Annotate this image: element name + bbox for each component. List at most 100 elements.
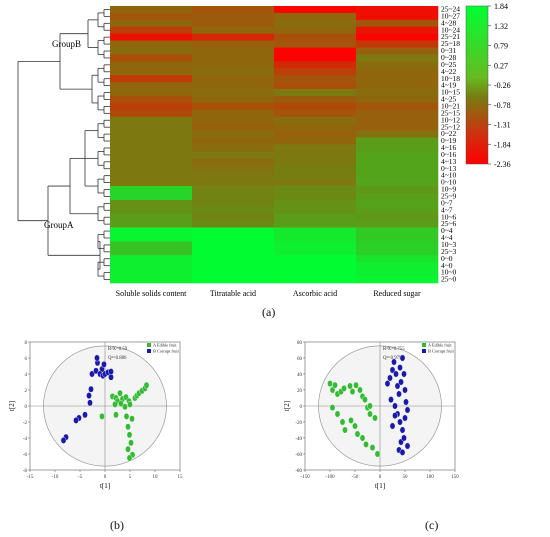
colorbar-gradient — [465, 5, 489, 165]
plot-c-x-tick-label: 100 — [426, 475, 434, 480]
heatmap-cell — [110, 234, 193, 242]
heatmap-cell — [274, 192, 357, 201]
heatmap-cell — [356, 186, 439, 194]
plot-c-data-point — [372, 414, 378, 422]
plot-c-data-point — [401, 434, 407, 442]
plot-b-y-tick-label: 6 — [25, 357, 28, 362]
plot-c-data-point — [354, 430, 361, 438]
heatmap-cell — [192, 109, 275, 118]
heatmap-cell — [110, 82, 193, 90]
heatmap-cell — [192, 172, 275, 180]
plot-c-data-point — [397, 364, 403, 371]
heatmap-cell — [274, 12, 357, 21]
heatmap-cell — [110, 276, 193, 284]
heatmap-row-label: 4~25 — [441, 95, 457, 104]
plot-b-legend-label: B Corrupt fruit — [153, 349, 180, 354]
plot-c-data-point — [392, 402, 398, 410]
heatmap-row-label: 10~6 — [441, 212, 457, 221]
heatmap-row-label: 0~10 — [441, 178, 457, 187]
heatmap-row-label: 10~15 — [441, 88, 460, 97]
heatmap-cell — [110, 241, 193, 249]
panel-b-label: (b) — [110, 518, 124, 532]
heatmap-cell — [110, 96, 193, 104]
heatmap-cell — [192, 158, 275, 166]
heatmap-cell — [110, 269, 193, 277]
heatmap-cell — [192, 248, 275, 256]
plot-b-x-tick-label: 15 — [178, 475, 184, 480]
plot-c-data-point — [353, 381, 359, 389]
heatmap-cell — [274, 213, 357, 221]
heatmap-cell — [356, 102, 439, 111]
heatmap-row-label: 4~0 — [441, 261, 453, 270]
plot-b-data-point — [122, 403, 128, 411]
heatmap-cell — [110, 123, 193, 131]
panel-a-label: (a) — [262, 305, 276, 319]
plot-c-legend-swatch — [422, 349, 426, 353]
heatmap-cell — [356, 89, 439, 97]
heatmap-row-label: 0~28 — [441, 53, 457, 62]
heatmap-cell — [356, 96, 439, 104]
heatmap-cell — [274, 241, 357, 249]
heatmap-cell — [356, 137, 439, 145]
plot-c-y-tick-label: -80 — [295, 469, 302, 474]
heatmap-cell — [356, 47, 439, 55]
plot-c-data-point — [396, 390, 402, 398]
heatmap-cell — [274, 40, 357, 48]
heatmap-cell — [356, 40, 439, 48]
heatmap-cell — [274, 123, 357, 131]
heatmap-cell — [192, 255, 275, 263]
plot-c-data-point — [327, 380, 333, 387]
heatmap-cell — [192, 269, 275, 277]
heatmap-cell — [192, 19, 275, 28]
heatmap-cell — [192, 47, 275, 55]
plot-c-x-tick-label: -150 — [300, 475, 310, 480]
heatmap-cell — [110, 47, 193, 55]
plot-c-data-point — [363, 441, 369, 448]
heatmap-cell — [192, 186, 275, 194]
heatmap-cell — [110, 102, 193, 111]
heatmap-colorbar: 1.84 1.32 0.79 0.27 -0.26 -0.78 -1.31 -1.84 -2.3… — [465, 2, 511, 169]
heatmap-cell — [110, 116, 193, 125]
heatmap-cell — [192, 144, 275, 152]
heatmap-cell — [356, 33, 439, 41]
plot-c-y-tick-label: -60 — [295, 453, 302, 458]
plot-c-data-point — [402, 386, 408, 394]
plot-b-legend-swatch — [147, 343, 151, 347]
plot-c-data-point — [397, 418, 403, 426]
heatmap-cell — [356, 109, 439, 118]
heatmap-cell — [192, 89, 275, 97]
plot-b-data-point — [126, 431, 133, 439]
plot-b-data-point — [117, 389, 123, 397]
heatmap-cell — [192, 82, 275, 90]
plot-c-legend-swatch — [422, 343, 426, 347]
plot-c-y-tick-label: 0 — [300, 405, 303, 410]
heatmap-cell — [356, 192, 439, 201]
plot-c-data-point — [398, 378, 404, 386]
heatmap-cell — [192, 116, 275, 125]
plot-b-x-tick-label: 10 — [153, 475, 159, 480]
heatmap-cell — [110, 186, 193, 194]
plot-c-x-tick-label: 0 — [379, 475, 382, 480]
score-plot-c: -150 -100 -50 0 50 100 150 80 60 40 20 0 -20 -40 -60 -8… — [283, 341, 459, 490]
colorbar-tick-label: -0.78 — [494, 101, 511, 110]
plot-b-y-tick-label: -8 — [23, 469, 28, 474]
plot-b-data-point — [88, 385, 94, 393]
heatmap-cell — [110, 262, 193, 270]
heatmap-cell — [356, 82, 439, 90]
heatmap-cell — [356, 227, 439, 235]
plot-b-y-tick-label: 8 — [25, 341, 28, 346]
heatmap-cell — [110, 89, 193, 97]
plot-c-data-point — [387, 374, 393, 382]
heatmap-cell — [274, 116, 357, 125]
heatmap-cell — [356, 220, 439, 228]
plot-c-data-point — [399, 449, 406, 456]
heatmap-cell — [274, 158, 357, 166]
heatmap-cell — [356, 6, 439, 14]
plot-c-data-point — [399, 426, 406, 434]
plot-b-x-axis-label: t[1] — [100, 482, 110, 490]
plot-c-y-tick-label: 20 — [297, 389, 303, 394]
heatmap-cell — [110, 179, 193, 187]
heatmap-cell — [192, 199, 275, 208]
plot-b-y-tick-label: -4 — [23, 437, 28, 442]
heatmap-cell — [356, 213, 439, 221]
